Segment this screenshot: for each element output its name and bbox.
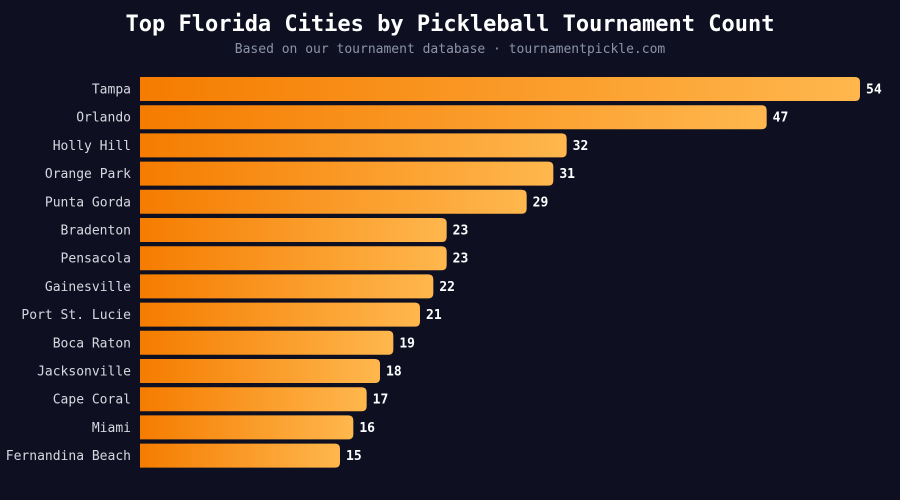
value-label: 32 — [573, 139, 589, 154]
category-label: Orange Park — [45, 167, 131, 182]
category-label: Holly Hill — [53, 139, 131, 154]
bar-fernandina-beach — [140, 443, 340, 468]
value-label: 54 — [866, 83, 882, 98]
category-label: Miami — [92, 421, 131, 436]
bar-boca-raton — [140, 330, 394, 355]
bar-bradenton — [140, 218, 447, 242]
value-label: 15 — [346, 449, 362, 464]
value-label: 29 — [533, 195, 549, 210]
category-label: Bradenton — [61, 224, 131, 239]
value-label: 16 — [359, 421, 375, 436]
value-label: 47 — [773, 111, 789, 126]
chart-subtitle: Based on our tournament database · tourn… — [234, 42, 666, 57]
category-label: Fernandina Beach — [6, 449, 131, 464]
value-label: 17 — [373, 393, 389, 408]
category-label: Cape Coral — [53, 393, 131, 408]
bar-orlando — [140, 105, 767, 130]
category-label: Port St. Lucie — [21, 308, 131, 323]
category-label: Pensacola — [61, 252, 131, 267]
bar-miami — [140, 415, 354, 440]
category-label: Jacksonville — [37, 365, 131, 380]
category-label: Punta Gorda — [45, 195, 131, 210]
bar-jacksonville — [140, 359, 380, 383]
bar-port-st-lucie — [140, 302, 420, 327]
bar-gainesville — [140, 274, 434, 299]
value-label: 21 — [426, 308, 442, 323]
value-label: 31 — [559, 167, 575, 182]
bar-orange-park — [140, 161, 554, 186]
bar-punta-gorda — [140, 189, 527, 214]
category-label: Gainesville — [45, 280, 131, 295]
value-label: 23 — [453, 224, 469, 239]
bar-pensacola — [140, 246, 447, 271]
chart-title: Top Florida Cities by Pickleball Tournam… — [125, 12, 775, 37]
category-label: Tampa — [92, 83, 131, 98]
category-label: Boca Raton — [53, 336, 131, 351]
value-label: 23 — [453, 252, 469, 267]
category-label: Orlando — [76, 111, 131, 126]
bar-holly-hill — [140, 133, 567, 158]
value-label: 19 — [399, 336, 415, 351]
value-label: 22 — [439, 280, 455, 295]
bar-tampa — [140, 77, 860, 101]
value-label: 18 — [386, 365, 402, 380]
bar-cape-coral — [140, 387, 367, 412]
